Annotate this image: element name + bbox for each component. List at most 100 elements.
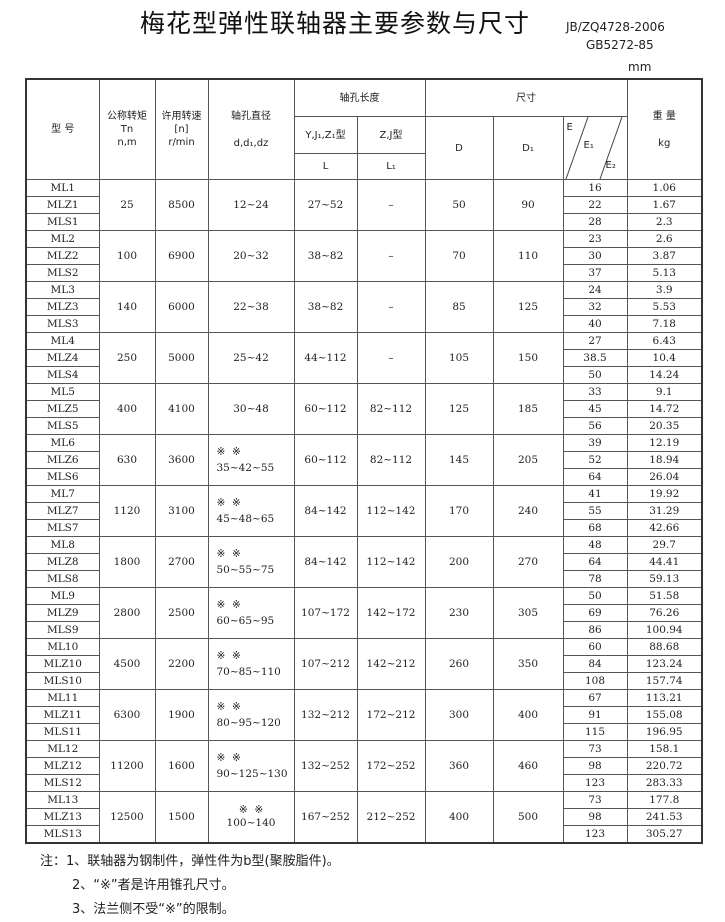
weight-cell: 1.67 bbox=[626, 196, 703, 214]
bore-diameter-value: 30~48 bbox=[233, 402, 269, 415]
bore-diameter-cell: ※ ※ 35~42~55 bbox=[207, 434, 295, 486]
bore-diameter-cell: 30~48 bbox=[207, 383, 295, 435]
bore-length-L-cell: 44~112 bbox=[293, 332, 358, 384]
weight-cell: 241.53 bbox=[626, 808, 703, 826]
D1-cell: 460 bbox=[492, 740, 564, 792]
bore-length-L-cell: 84~142 bbox=[293, 536, 358, 588]
bore-diameter-cell: ※ ※ 70~85~110 bbox=[207, 638, 295, 690]
bore-diameter-value: 25~42 bbox=[233, 351, 269, 364]
weight-cell: 100.94 bbox=[626, 621, 703, 639]
torque-cell: 1120 bbox=[98, 485, 156, 537]
table-row: MLS4 50 14.24 bbox=[25, 366, 703, 384]
table-row: ML3 140 6000 22~38 38~82–85 125 24 3.9 bbox=[25, 281, 703, 333]
model-cell: MLS4 bbox=[25, 366, 100, 384]
E-cell: 40 bbox=[562, 315, 628, 333]
E-cell: 22 bbox=[562, 196, 628, 214]
bore-diameter-cell: ※ ※ 45~48~65 bbox=[207, 485, 295, 537]
table-row: MLZ4 38.5 10.4 bbox=[25, 349, 703, 367]
model-cell: ML13 bbox=[25, 791, 100, 809]
table-row: MLZ9 69 76.26 bbox=[25, 604, 703, 622]
E-cell: 98 bbox=[562, 808, 628, 826]
model-cell: ML11 bbox=[25, 689, 100, 707]
E-cell: 108 bbox=[562, 672, 628, 690]
table-row: MLZ6 52 18.94 bbox=[25, 451, 703, 469]
weight-cell: 283.33 bbox=[626, 774, 703, 792]
table-row: MLS3 40 7.18 bbox=[25, 315, 703, 333]
table-row: MLZ10 84 123.24 bbox=[25, 655, 703, 673]
D1-cell: 400 bbox=[492, 689, 564, 741]
weight-cell: 123.24 bbox=[626, 655, 703, 673]
bore-length-L1-cell: – bbox=[356, 332, 426, 384]
torque-cell: 11200 bbox=[98, 740, 156, 792]
speed-cell: 3600 bbox=[154, 434, 209, 486]
E-cell: 50 bbox=[562, 366, 628, 384]
weight-cell: 113.21 bbox=[626, 689, 703, 707]
D1-cell: 500 bbox=[492, 791, 564, 844]
weight-cell: 155.08 bbox=[626, 706, 703, 724]
bore-length-L1-cell: – bbox=[356, 179, 426, 231]
table-row: ML8 1800 2700 ※ ※ 50~55~75 84~142 112~142 200 27… bbox=[25, 536, 703, 588]
weight-cell: 14.72 bbox=[626, 400, 703, 418]
D-cell: 85 bbox=[424, 281, 494, 333]
torque-cell: 2800 bbox=[98, 587, 156, 639]
torque-cell: 630 bbox=[98, 434, 156, 486]
model-cell: MLZ4 bbox=[25, 349, 100, 367]
weight-cell: 158.1 bbox=[626, 740, 703, 758]
model-cell: MLS11 bbox=[25, 723, 100, 741]
bore-diameter-cell: 12~24 bbox=[207, 179, 295, 231]
note: 3、法兰侧不受“※”的限制。 bbox=[72, 902, 235, 917]
table-row: ML12 11200 1600 ※ ※ 90~125~130 132~252 172~252… bbox=[25, 740, 703, 792]
note: 2、“※”者是许用锥孔尺寸。 bbox=[72, 878, 235, 893]
table-row: ML10 4500 2200 ※ ※ 70~85~110 107~212 142~212 26… bbox=[25, 638, 703, 690]
bore-length-L1-cell: 172~252 bbox=[356, 740, 426, 792]
taper-mark: ※ ※ bbox=[216, 650, 241, 662]
E-cell: 69 bbox=[562, 604, 628, 622]
header-D1: D₁ bbox=[492, 116, 564, 180]
bore-diameter-value: 22~38 bbox=[233, 300, 269, 313]
table-row: MLZ12 98 220.72 bbox=[25, 757, 703, 775]
table-row: ML5 400 4100 30~48 60~112 82~112 125 185 33 9.1 bbox=[25, 383, 703, 435]
E-cell: 41 bbox=[562, 485, 628, 503]
header-weight: 重 量 kg bbox=[626, 78, 703, 180]
E-cell: 27 bbox=[562, 332, 628, 350]
bore-length-L1-cell: 212~252 bbox=[356, 791, 426, 844]
E-cell: 45 bbox=[562, 400, 628, 418]
bore-diameter-value: 35~42~55 bbox=[216, 462, 275, 474]
table-row: MLZ2 30 3.87 bbox=[25, 247, 703, 265]
bore-length-L-cell: 167~252 bbox=[293, 791, 358, 844]
table-row: MLS11 115 196.95 bbox=[25, 723, 703, 741]
D1-cell: 110 bbox=[492, 230, 564, 282]
bore-length-L1-cell: 112~142 bbox=[356, 536, 426, 588]
header-L: L bbox=[293, 153, 358, 180]
bore-length-L-cell: 60~112 bbox=[293, 383, 358, 435]
header-L1: L₁ bbox=[356, 153, 426, 180]
E-cell: 64 bbox=[562, 468, 628, 486]
bore-diameter-value: 50~55~75 bbox=[216, 564, 275, 576]
E-cell: 32 bbox=[562, 298, 628, 316]
model-cell: ML2 bbox=[25, 230, 100, 248]
model-cell: ML10 bbox=[25, 638, 100, 656]
table-row: MLZ8 64 44.41 bbox=[25, 553, 703, 571]
header-torque: 公称转矩 Tn n,m bbox=[98, 78, 156, 180]
weight-cell: 6.43 bbox=[626, 332, 703, 350]
bore-diameter-value: 80~95~120 bbox=[216, 717, 281, 729]
torque-cell: 400 bbox=[98, 383, 156, 435]
taper-mark: ※ ※ bbox=[216, 599, 241, 611]
weight-cell: 20.35 bbox=[626, 417, 703, 435]
D-cell: 260 bbox=[424, 638, 494, 690]
E-cell: 39 bbox=[562, 434, 628, 452]
model-cell: MLZ3 bbox=[25, 298, 100, 316]
bore-length-L-cell: 132~212 bbox=[293, 689, 358, 741]
model-cell: ML9 bbox=[25, 587, 100, 605]
model-cell: MLS3 bbox=[25, 315, 100, 333]
speed-cell: 1500 bbox=[154, 791, 209, 844]
bore-diameter-value: 12~24 bbox=[233, 198, 269, 211]
model-cell: MLS13 bbox=[25, 825, 100, 844]
model-cell: MLZ11 bbox=[25, 706, 100, 724]
model-cell: ML1 bbox=[25, 179, 100, 197]
bore-length-L1-cell: 172~212 bbox=[356, 689, 426, 741]
weight-cell: 2.6 bbox=[626, 230, 703, 248]
E-cell: 24 bbox=[562, 281, 628, 299]
bore-length-L1-cell: 82~112 bbox=[356, 434, 426, 486]
weight-cell: 44.41 bbox=[626, 553, 703, 571]
